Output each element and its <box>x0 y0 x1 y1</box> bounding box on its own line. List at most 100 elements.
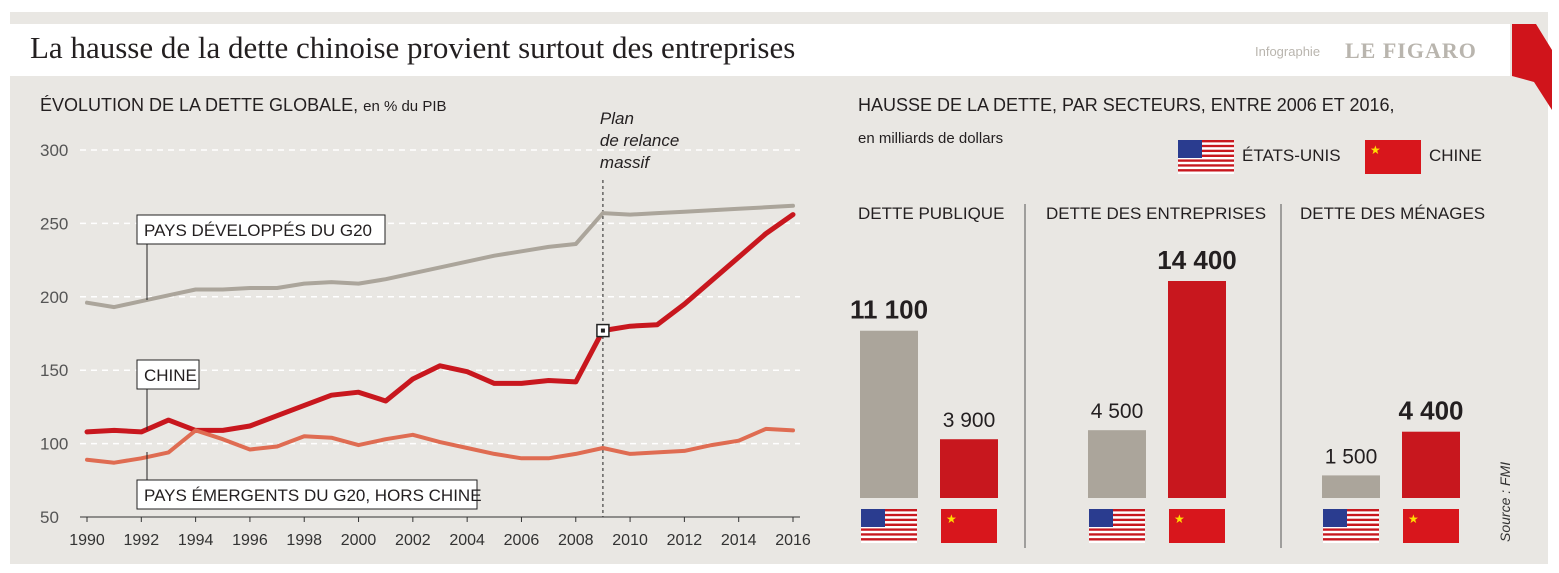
us-flag-icon <box>1089 509 1145 543</box>
flag-stripe <box>861 533 917 536</box>
flag-stripe <box>861 535 917 539</box>
bar-value-label: 4 400 <box>1398 396 1463 426</box>
series-line-3 <box>85 426 795 465</box>
flag-stripe <box>1089 533 1145 536</box>
flag-stripe <box>861 526 917 529</box>
flag-field <box>1403 509 1459 543</box>
flag-stripe <box>1089 513 1145 517</box>
bar <box>860 330 918 498</box>
flag-stripe <box>1178 169 1234 172</box>
bar-value-label: 14 400 <box>1157 245 1237 275</box>
china-flag-icon: ★ <box>1403 509 1459 543</box>
flag-stripe <box>1089 540 1145 543</box>
x-tick-label: 1998 <box>286 532 322 549</box>
bar-value-label: 3 900 <box>943 409 996 432</box>
x-tick-label: 1996 <box>232 532 268 549</box>
series-label: CHINE <box>144 366 197 385</box>
flag-stripe <box>1323 511 1379 514</box>
flag-stripe <box>1089 521 1145 524</box>
series-label: PAYS DÉVELOPPÉS DU G20 <box>144 221 372 240</box>
flag-stripe <box>1178 157 1234 160</box>
china-flag-icon: ★ <box>1365 140 1421 174</box>
flag-stripe <box>1178 166 1234 170</box>
line-chart-subtitle: en % du PIB <box>363 98 447 115</box>
x-tick-label: 1990 <box>69 532 105 549</box>
x-tick-label: 2000 <box>341 532 377 549</box>
flag-stripe <box>1323 535 1379 539</box>
y-tick-label: 300 <box>40 141 68 160</box>
y-tick-label: 100 <box>40 435 68 454</box>
x-tick-label: 2012 <box>667 532 703 549</box>
flag-stripe <box>1089 523 1145 526</box>
series-label-box <box>136 479 478 510</box>
x-tick-label: 2014 <box>721 532 757 549</box>
line-chart-title-text: ÉVOLUTION DE LA DETTE GLOBALE, <box>40 95 359 115</box>
flag-stripe <box>861 538 917 541</box>
flag-stripe <box>1178 164 1234 167</box>
x-tick-label: 2006 <box>504 532 540 549</box>
x-tick-label: 2004 <box>449 532 485 549</box>
category-label: DETTE DES ENTREPRISES <box>1046 204 1266 223</box>
flag-stripe <box>861 518 917 522</box>
flag-canton <box>1178 140 1202 158</box>
flag-stripe <box>1323 528 1379 531</box>
page-title: La hausse de la dette chinoise provient … <box>30 30 796 65</box>
flag-stripe <box>861 521 917 524</box>
x-tick-label: 2002 <box>395 532 431 549</box>
bar <box>1322 475 1380 498</box>
x-tick-label: 1994 <box>178 532 214 549</box>
x-tick-label: 2010 <box>612 532 648 549</box>
flag-stripe <box>1323 523 1379 526</box>
flag-stripe <box>861 511 917 514</box>
flag-stripe <box>1089 518 1145 522</box>
x-tick-label: 2008 <box>558 532 594 549</box>
flag-stripe <box>1323 538 1379 541</box>
flag-stripe <box>1323 533 1379 536</box>
flag-stripe <box>1178 140 1234 143</box>
flag-field <box>941 509 997 543</box>
flag-stripe <box>1323 530 1379 534</box>
flag-stripe <box>1089 526 1145 529</box>
brand-prefix: Infographie <box>1255 44 1321 59</box>
flag-stripe <box>1323 521 1379 524</box>
flag-field <box>1365 140 1421 174</box>
series-line-1 <box>85 203 795 310</box>
brand-logo: LE FIGARO <box>1345 38 1477 63</box>
ribbon-decoration <box>1512 24 1552 110</box>
flag-stripe <box>1323 516 1379 519</box>
flag-stripe <box>1178 159 1234 162</box>
flag-stripe <box>1323 526 1379 529</box>
flag-stripe <box>1178 149 1234 153</box>
flag-star: ★ <box>946 512 957 526</box>
flag-stripe <box>1178 142 1234 145</box>
category-label: DETTE PUBLIQUE <box>858 204 1004 223</box>
flag-stripe <box>1178 147 1234 150</box>
bar <box>1168 281 1226 498</box>
flag-canton <box>1089 509 1113 527</box>
bar-chart-title: HAUSSE DE LA DETTE, PAR SECTEURS, ENTRE … <box>858 95 1395 115</box>
source-note: Source : FMI <box>1497 462 1513 542</box>
line-chart-title: ÉVOLUTION DE LA DETTE GLOBALE, en % du P… <box>40 95 447 116</box>
us-flag-icon <box>1178 140 1234 174</box>
series-label-box <box>136 214 386 245</box>
flag-stripe <box>861 540 917 543</box>
us-flag-icon <box>861 509 917 543</box>
flag-stripe <box>861 528 917 531</box>
flag-stripe <box>1089 511 1145 514</box>
flag-stripe <box>1089 530 1145 534</box>
flag-stripe <box>1089 538 1145 541</box>
flag-field <box>1169 509 1225 543</box>
flag-stripe <box>861 523 917 526</box>
flag-stripe <box>1323 513 1379 517</box>
flag-stripe <box>1089 516 1145 519</box>
flag-stripe <box>1089 528 1145 531</box>
bar-value-label: 11 100 <box>850 295 928 325</box>
us-flag-icon <box>1323 509 1379 543</box>
flag-canton <box>1323 509 1347 527</box>
annotation-text: Plan <box>600 109 634 128</box>
series-line-2 <box>84 212 796 435</box>
bar-chart: ÉTATS-UNIS ★ CHINE DETTE PUBLIQUE DETTE DES … <box>850 140 1513 548</box>
title-bar <box>10 24 1510 76</box>
category-label: DETTE DES MÉNAGES <box>1300 204 1485 223</box>
flag-stripe <box>1178 144 1234 148</box>
